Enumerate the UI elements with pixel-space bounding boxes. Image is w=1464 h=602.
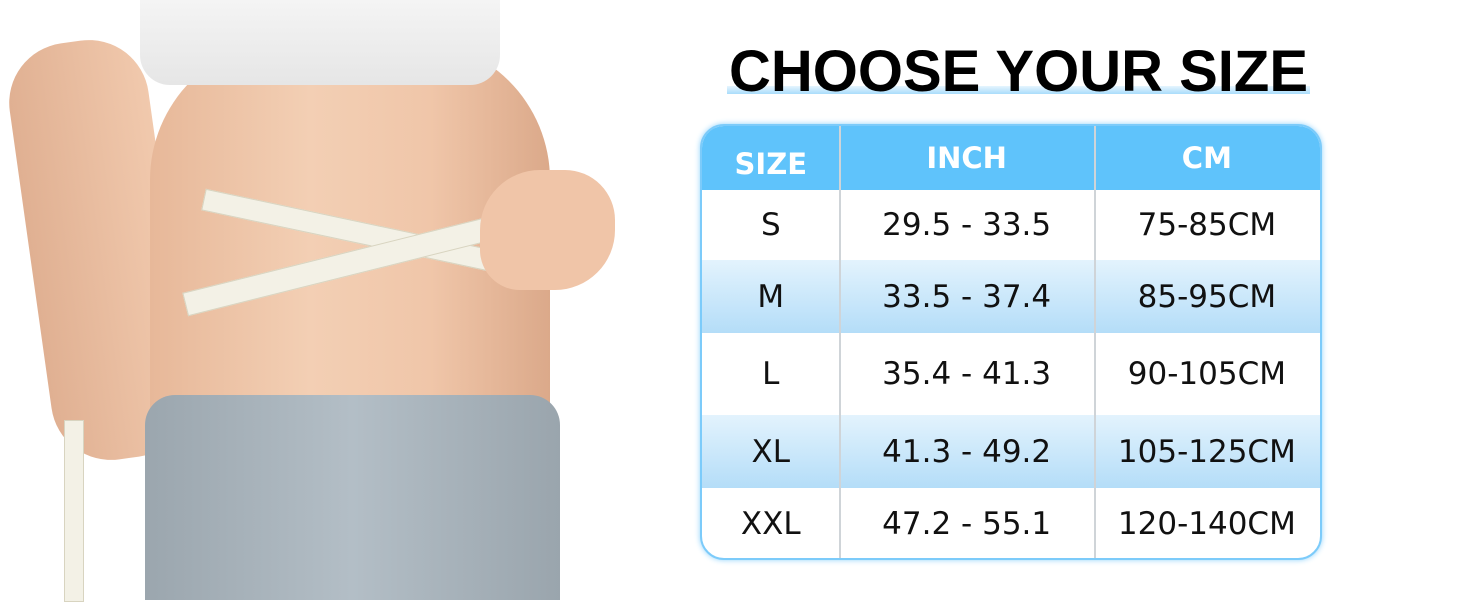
cm-cell: 105-125CM [1117,433,1296,470]
inch-cell: 33.5 - 37.4 [882,278,1052,315]
inch-cell: 47.2 - 55.1 [882,506,1052,542]
cm-cell: 75-85CM [1137,207,1277,243]
cm-cell: 90-105CM [1127,356,1286,392]
column-divider [1094,126,1096,558]
hand [480,170,615,290]
header-inch: INCH [926,141,1007,175]
table-header-row: SIZE INCH CM [702,126,1320,190]
header-cm: CM [1181,141,1232,175]
size-cell: XXL [740,506,801,542]
size-chart-table: SIZE INCH CM S 29.5 - 33.5 75-85CM M 33.… [700,124,1322,560]
size-cell: M [757,278,785,315]
table-row: S 29.5 - 33.5 75-85CM [702,190,1320,260]
measuring-tape-end [64,420,84,602]
table-row: L 35.4 - 41.3 90-105CM [702,333,1320,415]
size-cell: XL [751,433,791,470]
product-photo-waist-measuring [0,0,640,602]
page-title: CHOOSE YOUR SIZE [728,39,1309,104]
leggings [145,395,560,600]
size-cell: L [762,356,780,392]
table-row: M 33.5 - 37.4 85-95CM [702,260,1320,333]
inch-cell: 35.4 - 41.3 [882,356,1052,392]
cm-cell: 85-95CM [1137,278,1277,315]
header-size: SIZE [734,147,808,181]
inch-cell: 29.5 - 33.5 [882,207,1052,243]
inch-cell: 41.3 - 49.2 [882,433,1052,470]
column-divider [839,126,841,558]
size-cell: S [760,207,781,243]
cm-cell: 120-140CM [1117,506,1296,542]
table-row: XXL 47.2 - 55.1 120-140CM [702,488,1320,558]
table-row: XL 41.3 - 49.2 105-125CM [702,415,1320,488]
sports-top [140,0,500,85]
